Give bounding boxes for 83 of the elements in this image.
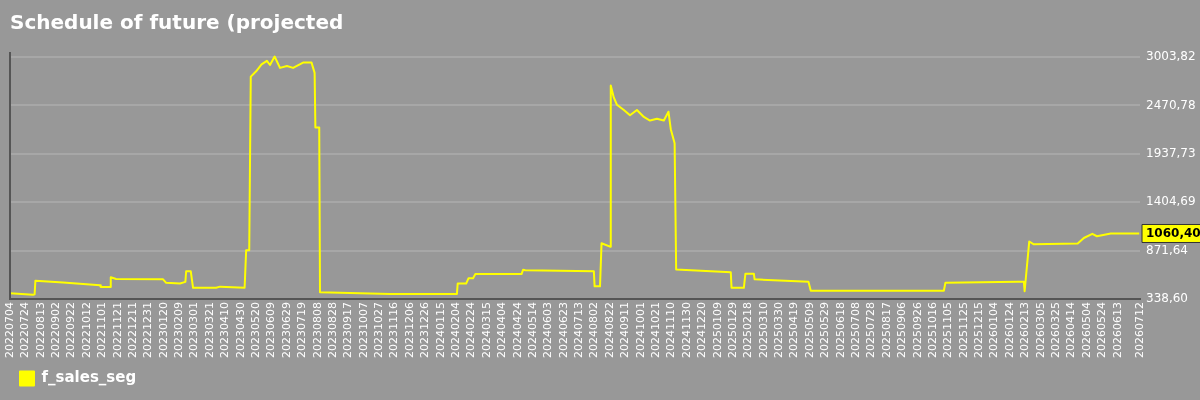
x-tick-label: 20231116 (387, 302, 401, 359)
x-tick-label: 20241220 (695, 302, 709, 359)
x-tick-label: 20250218 (741, 302, 755, 359)
x-tick-label: 20241130 (679, 302, 693, 359)
x-tick-label: 20230828 (325, 302, 339, 359)
x-tick-label: 20231206 (402, 302, 416, 359)
x-tick-label: 20260504 (1079, 302, 1093, 359)
x-tick-label: 20221101 (95, 302, 109, 359)
x-tick-label: 20241110 (664, 302, 678, 359)
x-tick-label: 20230301 (187, 302, 201, 359)
x-tick-label: 20250926 (910, 302, 924, 359)
x-tick-label: 20220922 (64, 302, 78, 359)
x-tick-label: 20260305 (1033, 302, 1047, 359)
x-tick-label: 20230410 (218, 302, 232, 359)
x-tick-label: 20240514 (525, 302, 539, 359)
x-tick-label: 20240623 (556, 302, 570, 359)
y-tick-label: 338,60 (1146, 291, 1188, 306)
y-tick-label: 3003,82 (1146, 49, 1196, 64)
x-tick-label: 20220813 (33, 302, 47, 359)
x-tick-label: 20251215 (972, 302, 986, 359)
x-tick-label: 20250509 (802, 302, 816, 359)
x-tick-label: 20230209 (172, 302, 186, 359)
y-tick-label: 871,64 (1146, 242, 1188, 257)
x-tick-label: 20260414 (1064, 302, 1078, 359)
y-tick-label: 1937,73 (1146, 145, 1196, 160)
x-tick-label: 20240424 (510, 302, 524, 359)
x-tick-label: 20260124 (1002, 302, 1016, 359)
x-tick-label: 20231226 (418, 302, 432, 359)
x-tick-label: 20260524 (1095, 302, 1109, 359)
x-tick-label: 20220724 (18, 302, 32, 359)
x-tick-label: 20240204 (449, 302, 463, 359)
x-tick-label: 20251125 (956, 302, 970, 359)
x-tick-label: 20230917 (341, 302, 355, 359)
x-tick-label: 20250618 (833, 302, 847, 359)
x-tick-label: 20240802 (587, 302, 601, 359)
x-tick-label: 20221121 (110, 302, 124, 359)
x-tick-label: 20260104 (987, 302, 1001, 359)
x-tick-label: 20260325 (1049, 302, 1063, 359)
y-tick-label: 2470,78 (1146, 97, 1196, 112)
x-tick-label: 20230719 (295, 302, 309, 359)
x-tick-label: 20221231 (141, 302, 155, 359)
x-tick-label: 20250419 (787, 302, 801, 359)
x-tick-label: 20250310 (756, 302, 770, 359)
x-tick-label: 20260613 (1110, 302, 1124, 359)
x-tick-label: 20240315 (479, 302, 493, 359)
x-tick-label: 20241001 (633, 302, 647, 359)
x-tick-label: 20230520 (249, 302, 263, 359)
data-label: 1060,40 (1146, 225, 1200, 240)
y-tick-label: 1404,69 (1146, 194, 1196, 209)
legend-label: f_sales_seg (41, 368, 137, 387)
x-tick-label: 20260712 (1132, 302, 1146, 359)
x-tick-label: 20251016 (925, 302, 939, 359)
x-tick-label: 20240822 (602, 302, 616, 359)
x-tick-label: 20240115 (433, 302, 447, 359)
x-tick-label: 20230808 (310, 302, 324, 359)
x-tick-label: 20250330 (772, 302, 786, 359)
x-tick-label: 20221012 (79, 302, 93, 359)
x-tick-label: 20240713 (572, 302, 586, 359)
x-tick-label: 20231007 (356, 302, 370, 359)
x-tick-label: 20240603 (541, 302, 555, 359)
x-tick-label: 20220704 (2, 302, 16, 359)
x-tick-label: 20250708 (849, 302, 863, 359)
chart-title: Schedule of future (projected (10, 10, 344, 35)
x-tick-label: 20250129 (725, 302, 739, 359)
x-tick-label: 20230321 (202, 302, 216, 359)
x-tick-label: 20230629 (279, 302, 293, 359)
x-tick-label: 20230609 (264, 302, 278, 359)
x-tick-label: 20230120 (156, 302, 170, 359)
x-tick-label: 20251105 (941, 302, 955, 359)
x-tick-label: 20240911 (618, 302, 632, 359)
x-tick-label: 20241021 (649, 302, 663, 359)
x-tick-label: 20250728 (864, 302, 878, 359)
x-tick-label: 20240404 (495, 302, 509, 359)
x-tick-label: 20250109 (710, 302, 724, 359)
x-tick-label: 20250906 (895, 302, 909, 359)
x-tick-label: 20220902 (49, 302, 63, 359)
x-tick-label: 20221211 (125, 302, 139, 359)
x-tick-label: 20260213 (1018, 302, 1032, 359)
x-tick-label: 20231027 (372, 302, 386, 359)
x-tick-label: 20240224 (464, 302, 478, 359)
x-tick-label: 20250817 (879, 302, 893, 359)
x-tick-label: 20230430 (233, 302, 247, 359)
x-tick-label: 20250529 (818, 302, 832, 359)
